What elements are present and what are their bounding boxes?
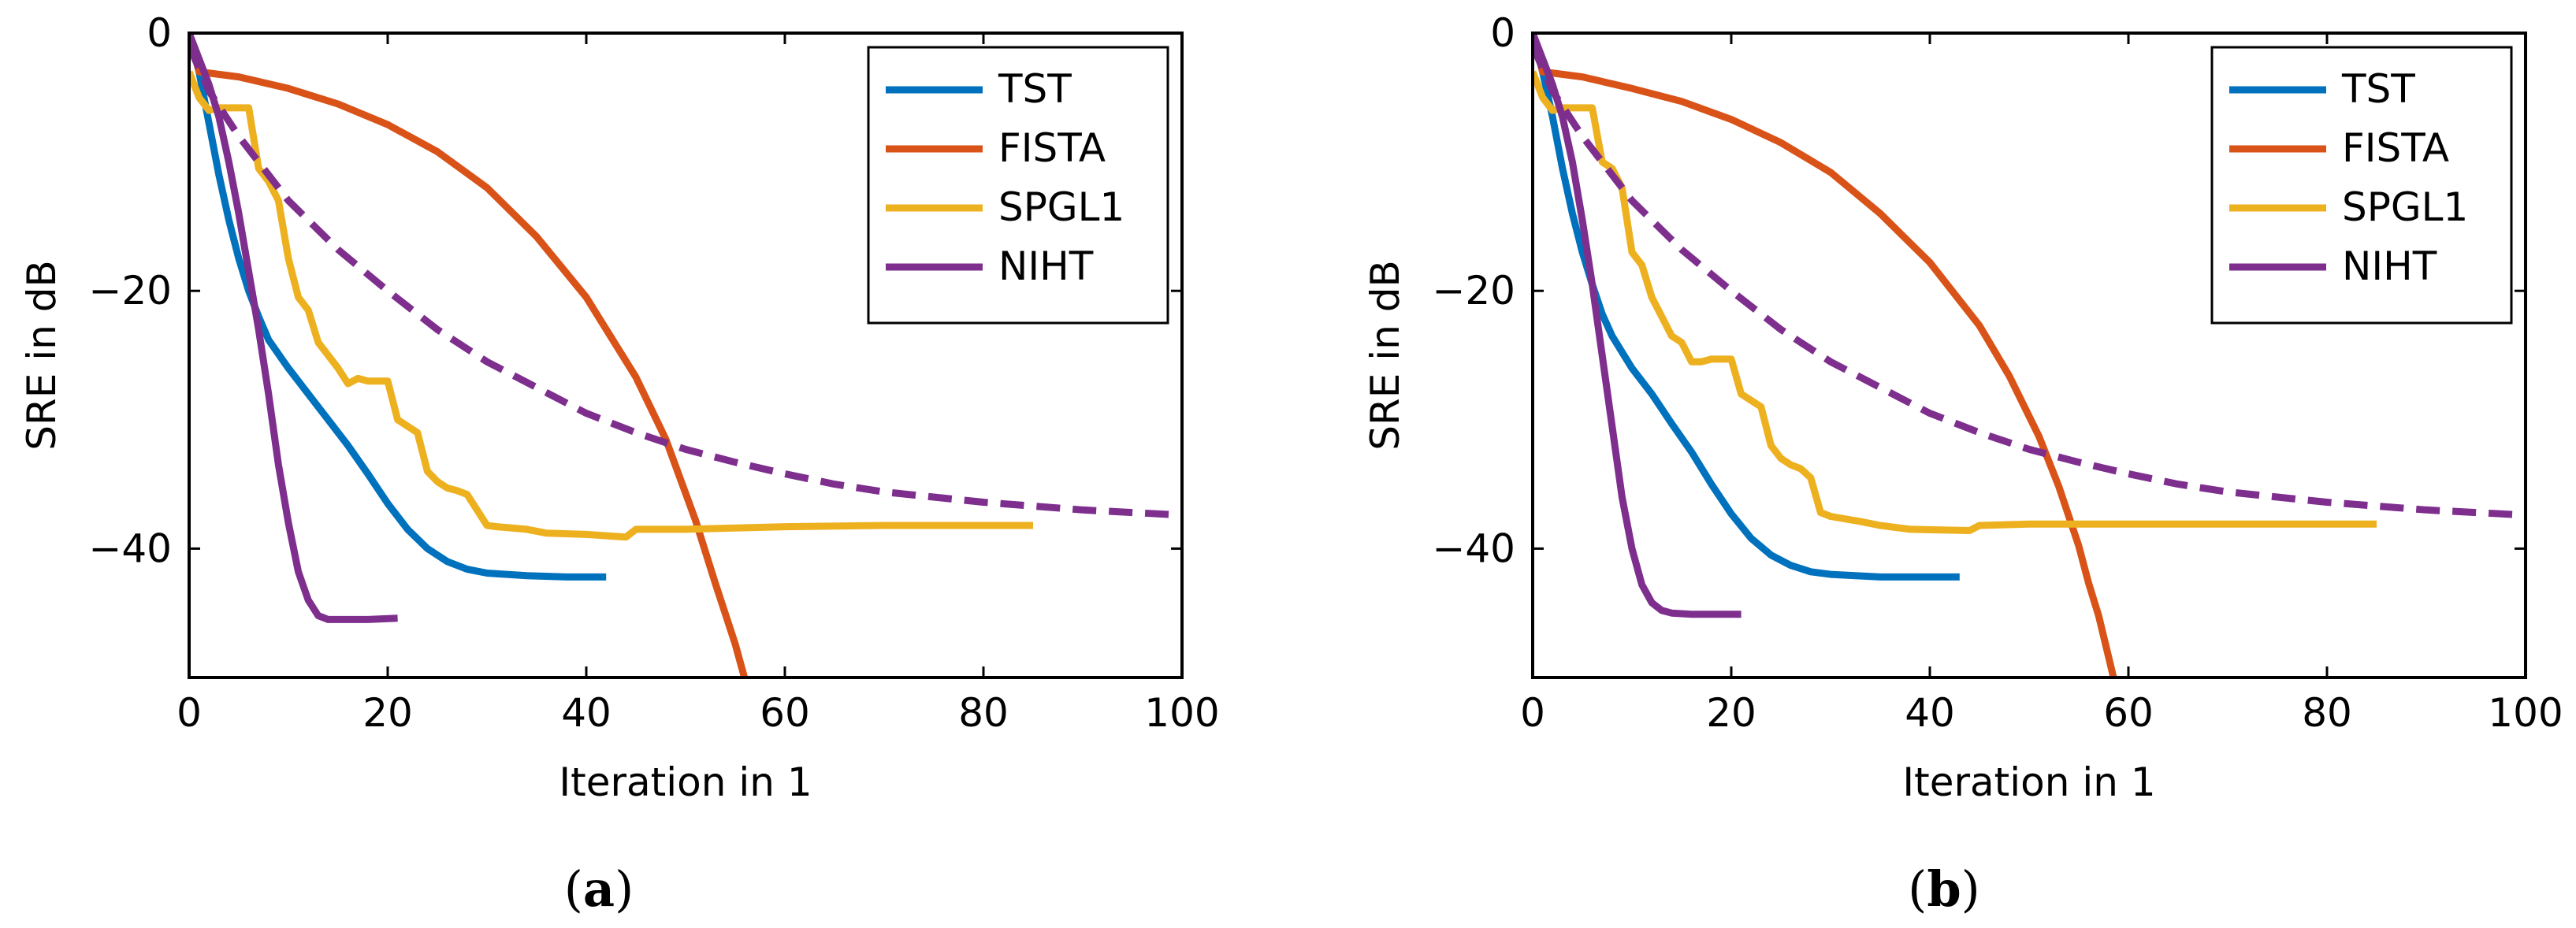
chart-panel-b: 0 20 40 60 80 100 0 −20 −40 Iteration in 1 SRE in … [1362, 10, 2563, 918]
x-axis-label: Iteration in 1 [1902, 759, 2155, 805]
plot-frame [1531, 32, 2527, 679]
plot-frame [188, 32, 1184, 679]
caption-close-paren: ) [1961, 860, 1980, 918]
x-tick-label: 60 [760, 690, 810, 736]
legend-label-fista: FISTA [998, 125, 1106, 171]
caption-open-paren: ( [564, 860, 583, 918]
y-tick-label: 0 [1490, 10, 1515, 56]
y-tick-label: −40 [1432, 525, 1515, 571]
x-tick-label: 80 [958, 690, 1009, 736]
series-line-tst [1533, 33, 1960, 581]
x-tick-label: 40 [1905, 690, 1955, 736]
x-tick-label: 40 [561, 690, 611, 736]
x-tick-label: 20 [362, 690, 413, 736]
x-tick-label: 0 [1520, 690, 1545, 736]
x-axis-label: Iteration in 1 [559, 759, 812, 805]
x-tick-label: 80 [2302, 690, 2352, 736]
legend-label-niht: NIHT [998, 243, 1094, 289]
legend: TST FISTA SPGL1 NIHT [2210, 46, 2513, 325]
series-line-fista [1533, 33, 2117, 677]
legend: TST FISTA SPGL1 NIHT [867, 46, 1169, 325]
legend-label-spgl1: SPGL1 [998, 184, 1124, 230]
legend-label-niht: NIHT [2342, 243, 2437, 289]
legend-label-tst: TST [998, 66, 1072, 112]
x-tick-label: 20 [1706, 690, 1756, 736]
series-line-spgl1 [1533, 70, 2377, 534]
legend-label-fista: FISTA [2342, 125, 2449, 171]
x-tick-label: 100 [2488, 690, 2563, 736]
panel-caption: (a) [564, 860, 634, 918]
series-line-fista [189, 33, 749, 677]
x-tick-label: 0 [177, 690, 202, 736]
chart-panel-a: 0 20 40 60 80 100 0 −20 −40 Iteration in 1 SRE in … [19, 10, 1220, 918]
y-axis-label: SRE in dB [19, 260, 65, 450]
x-tick-label: 60 [2103, 690, 2154, 736]
y-tick-label: −40 [88, 525, 172, 571]
caption-letter: b [1927, 860, 1961, 918]
series-line-niht [1533, 33, 1741, 618]
series-line-tst [189, 33, 607, 581]
panel-caption: (b) [1908, 860, 1980, 918]
caption-close-paren: ) [615, 860, 634, 918]
legend-label-tst: TST [2341, 66, 2415, 112]
y-tick-label: 0 [147, 10, 172, 56]
y-tick-label: −20 [1432, 268, 1515, 314]
legend-label-spgl1: SPGL1 [2342, 184, 2468, 230]
series-line-niht [189, 33, 398, 623]
y-tick-label: −20 [88, 268, 172, 314]
y-axis-label: SRE in dB [1362, 260, 1408, 450]
caption-letter: a [583, 860, 615, 918]
caption-open-paren: ( [1908, 860, 1927, 918]
x-tick-label: 100 [1144, 690, 1219, 736]
